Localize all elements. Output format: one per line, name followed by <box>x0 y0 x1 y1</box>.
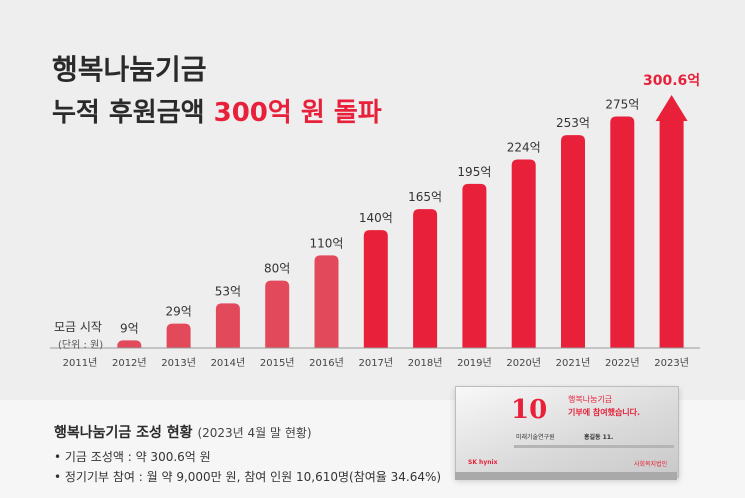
tick-label-2012년: 2012년 <box>112 357 147 369</box>
tick-label-2021년: 2021년 <box>556 357 591 369</box>
plaque-fine-print <box>514 445 674 448</box>
data-label-2020년: 224억 <box>507 140 541 154</box>
tick-label-2015년: 2015년 <box>260 357 295 369</box>
plaque-subtitle: 기부에 참여했습니다. <box>568 408 641 417</box>
headline-subtitle: 누적 후원금액 300억 원 돌파 <box>52 92 382 129</box>
bar-arrow-2023년 <box>655 95 688 348</box>
bar-chart: 2011년 9억 2012년 29억 2013년 53억 2014년 80억 2015년 110억… <box>50 73 700 369</box>
data-label-2012년: 9억 <box>120 321 139 335</box>
bar-2021년 <box>561 135 585 348</box>
data-label-2017년: 140억 <box>359 211 393 225</box>
data-label-2023년: 300.6억 <box>643 73 700 89</box>
tick-label-2023년: 2023년 <box>654 357 689 369</box>
bar-2012년 <box>117 340 142 348</box>
status-as-of: (2023년 4월 말 현황) <box>197 426 312 440</box>
bar-2020년 <box>511 159 536 348</box>
data-label-2013년: 29억 <box>165 305 191 319</box>
data-label-2022년: 275억 <box>605 98 639 112</box>
tick-label-2019년: 2019년 <box>457 357 492 369</box>
tick-label-2020년: 2020년 <box>506 357 541 369</box>
bar-2016년 <box>314 255 339 348</box>
bar-2017년 <box>363 230 388 348</box>
bar-2018년 <box>413 209 438 348</box>
plaque-base <box>455 472 677 480</box>
headline-title: 행복나눔기금 <box>52 53 207 86</box>
unit-label: (단위 : 원) <box>58 340 104 351</box>
headline-subtitle-prefix: 누적 후원금액 <box>52 98 214 128</box>
tick-label-2018년: 2018년 <box>408 357 443 369</box>
data-label-2019년: 195억 <box>457 165 491 179</box>
donation-plaque: 10 행복나눔기금 기부에 참여했습니다. 미래기술연구원 홍길동 11. SK… <box>455 386 679 478</box>
bar-2014년 <box>215 303 240 348</box>
data-label-2015년: 80억 <box>264 262 290 276</box>
start-label: 모금 시작 <box>54 320 102 334</box>
bar-2019년 <box>462 183 487 348</box>
plaque-title: 행복나눔기금 <box>568 395 613 404</box>
plaque-number: 10 <box>511 395 548 425</box>
data-label-2018년: 165억 <box>408 190 442 204</box>
tick-label-2016년: 2016년 <box>309 357 344 369</box>
tick-label-2017년: 2017년 <box>358 357 393 369</box>
status-title: 행복나눔기금 조성 현황 (2023년 4월 말 현황) <box>54 422 312 442</box>
bar-2013년 <box>166 323 191 348</box>
tick-label-2013년: 2013년 <box>161 357 196 369</box>
status-title-text: 행복나눔기금 조성 현황 <box>54 425 193 441</box>
plaque-org: 미래기술연구원 <box>516 434 555 441</box>
status-bullet-fund: • 기금 조성액 : 약 300.6억 원 <box>54 450 211 464</box>
plaque-seal: 사회복지법인 <box>634 461 668 468</box>
data-label-2021년: 253억 <box>556 116 590 130</box>
data-label-2014년: 53억 <box>215 284 241 298</box>
plaque-brand-logo: SK hynix <box>468 459 498 466</box>
tick-label-2022년: 2022년 <box>605 357 640 369</box>
bar-2022년 <box>610 116 635 349</box>
plaque-name: 홍길동 11. <box>584 434 614 441</box>
bar-2015년 <box>265 280 290 348</box>
headline-highlight: 300억 원 돌파 <box>213 98 382 128</box>
tick-label-2011년: 2011년 <box>63 357 98 369</box>
tick-label-2014년: 2014년 <box>211 357 246 369</box>
data-label-2016년: 110억 <box>310 236 344 250</box>
status-bullet-donation: • 정기기부 참여 : 월 약 9,000만 원, 참여 인원 10,610명(… <box>54 470 442 484</box>
